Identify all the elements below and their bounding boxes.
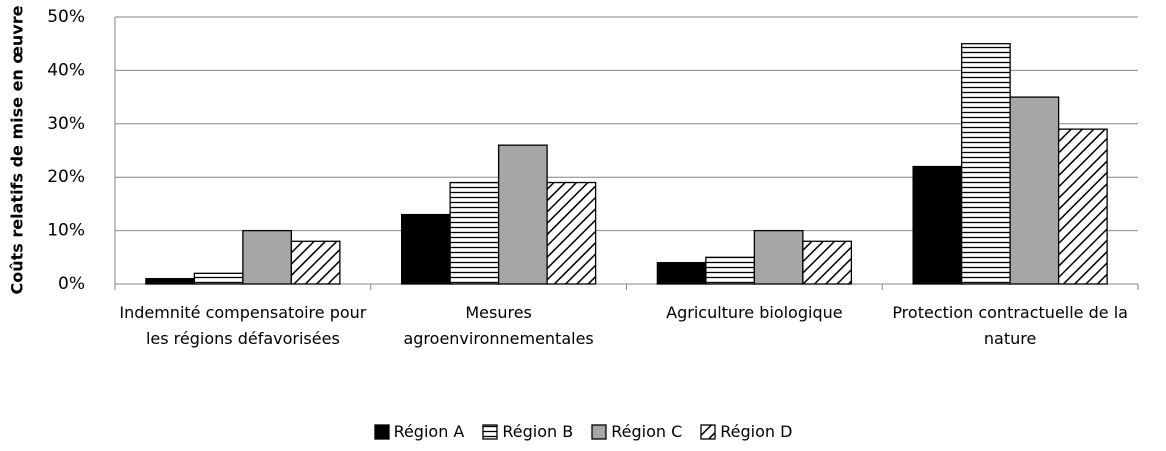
legend-label: Région C xyxy=(611,422,683,441)
legend-item: Région C xyxy=(591,422,682,441)
bar xyxy=(1009,96,1060,285)
y-tick-label: 20% xyxy=(47,167,85,187)
legend-swatch xyxy=(591,423,607,440)
y-tick-label: 0% xyxy=(58,274,85,294)
legend-swatch xyxy=(700,423,716,440)
y-tick-label: 50% xyxy=(47,7,85,27)
legend-swatch xyxy=(482,423,499,440)
bar xyxy=(546,181,597,285)
y-tick-label: 30% xyxy=(47,114,85,134)
x-tick-label: Mesures agroenvironnementales xyxy=(403,303,594,348)
legend-swatch-fill xyxy=(482,423,499,440)
legend-item: Région D xyxy=(700,422,792,441)
legend-label: Région B xyxy=(502,422,574,441)
bar xyxy=(912,165,963,285)
legend-swatch-fill xyxy=(700,423,716,440)
legend-label: Région A xyxy=(393,422,465,441)
bar xyxy=(242,229,293,285)
legend-label: Région D xyxy=(720,422,793,441)
legend: Région A Région B Région C Région D xyxy=(0,422,1166,441)
legend-swatch xyxy=(373,423,390,440)
bar xyxy=(497,144,548,285)
y-tick-label: 40% xyxy=(47,60,85,80)
legend-item: Région B xyxy=(482,422,573,441)
x-tick-label: Indemnité compensatoire pour les régions… xyxy=(119,303,367,348)
x-tick-label: Protection contractuelle de la nature xyxy=(892,303,1128,348)
x-tick-label: Agriculture biologique xyxy=(666,303,843,322)
bar xyxy=(1057,128,1108,285)
y-axis-label: Coûts relatifs de mise en œuvre xyxy=(8,5,27,294)
bar xyxy=(400,213,451,285)
y-tick-label: 10% xyxy=(47,221,85,241)
bar xyxy=(656,261,707,285)
bar xyxy=(960,43,1011,285)
bar xyxy=(145,278,196,285)
bar xyxy=(753,229,804,285)
bar xyxy=(705,256,756,285)
bar xyxy=(802,240,853,285)
bar xyxy=(290,240,341,285)
bar xyxy=(449,181,500,285)
bar xyxy=(193,272,244,285)
legend-item: Région A xyxy=(373,422,465,441)
legend-swatch-fill xyxy=(373,423,390,440)
legend-swatch-fill xyxy=(591,423,607,440)
